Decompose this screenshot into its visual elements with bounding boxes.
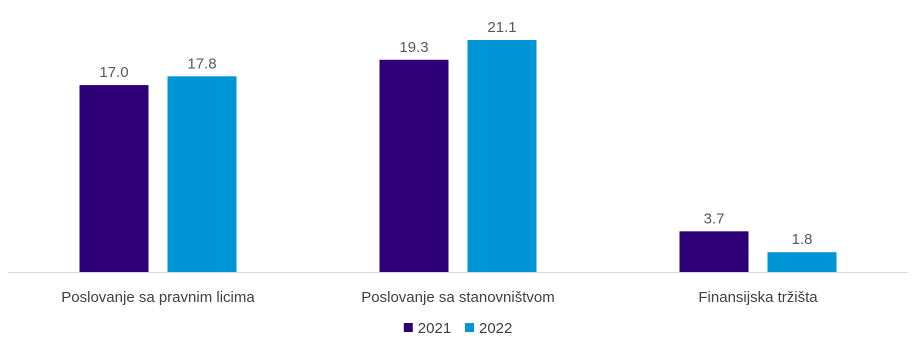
legend-swatch-2021 bbox=[403, 323, 413, 332]
legend-swatch-2022 bbox=[465, 323, 474, 332]
data-labels-layer: 17.0 17.8 19.3 21.1 3.7 1.8 bbox=[99, 19, 812, 248]
bar-2022-finansijska-trzista bbox=[767, 252, 837, 272]
legend: 2021 2022 bbox=[403, 320, 512, 337]
bar-2021-poslovanje-sa-pravnim-licima bbox=[79, 85, 149, 272]
data-label-2022-poslovanje-sa-pravnim-licima: 17.8 bbox=[187, 55, 216, 72]
bar-2021-poslovanje-sa-stanovnistvom bbox=[379, 59, 449, 272]
data-label-2021-finansijska-trzista: 3.7 bbox=[704, 210, 725, 227]
category-label-poslovanje-sa-stanovnistvom: Poslovanje sa stanovništvom bbox=[361, 289, 554, 306]
legend-label-2022: 2022 bbox=[479, 320, 512, 337]
data-label-2022-finansijska-trzista: 1.8 bbox=[792, 231, 813, 248]
category-labels-layer: Poslovanje sa pravnim licima Poslovanje s… bbox=[61, 289, 818, 306]
legend-label-2021: 2021 bbox=[418, 320, 451, 337]
data-label-2022-poslovanje-sa-stanovnistvom: 21.1 bbox=[487, 19, 516, 36]
data-label-2021-poslovanje-sa-pravnim-licima: 17.0 bbox=[99, 64, 128, 81]
bar-2021-finansijska-trzista bbox=[679, 231, 749, 272]
category-label-finansijska-trzista: Finansijska tržišta bbox=[698, 289, 818, 306]
bars-layer bbox=[79, 40, 837, 272]
bar-2022-poslovanje-sa-stanovnistvom bbox=[467, 40, 537, 272]
category-label-poslovanje-sa-pravnim-licima: Poslovanje sa pravnim licima bbox=[61, 289, 255, 306]
data-label-2021-poslovanje-sa-stanovnistvom: 19.3 bbox=[399, 39, 428, 56]
bar-2022-poslovanje-sa-pravnim-licima bbox=[167, 76, 237, 272]
